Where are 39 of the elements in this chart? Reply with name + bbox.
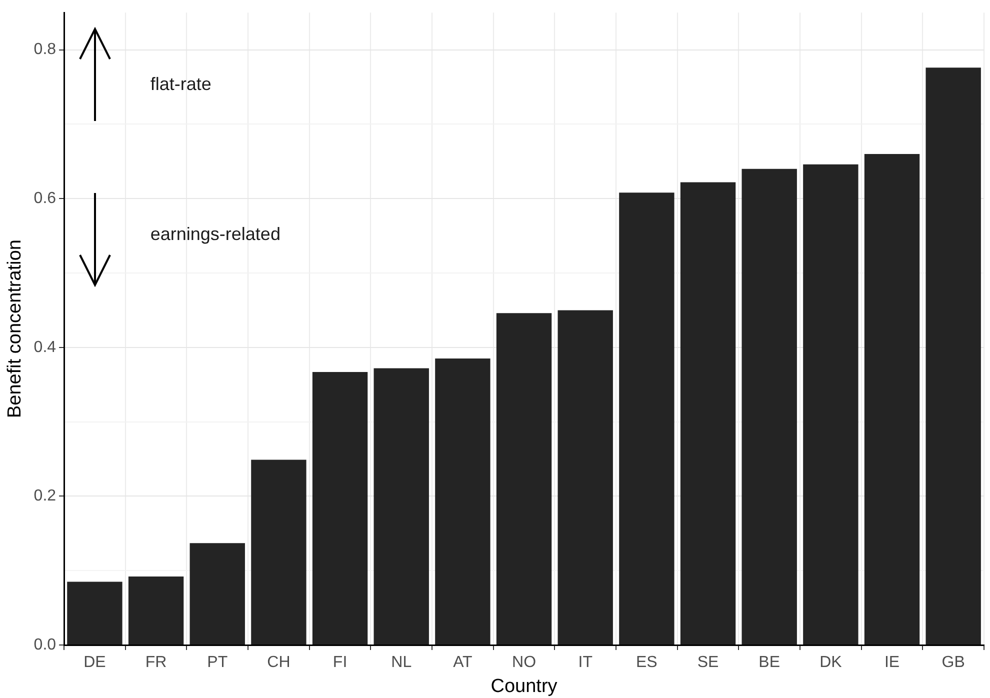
bar bbox=[619, 192, 674, 644]
y-axis-title: Benefit concentration bbox=[4, 240, 26, 418]
bar bbox=[558, 310, 613, 644]
bar bbox=[251, 460, 306, 644]
bar bbox=[435, 358, 490, 644]
bar bbox=[742, 168, 797, 644]
annotation: flat-rate bbox=[150, 74, 212, 94]
x-tick-label: BE bbox=[758, 654, 780, 672]
x-tick-label: AT bbox=[453, 654, 473, 672]
y-tick-label: 0.2 bbox=[34, 488, 56, 505]
bar bbox=[680, 182, 736, 644]
y-tick-label: 0.4 bbox=[34, 338, 56, 356]
bar bbox=[128, 576, 184, 644]
bar bbox=[190, 543, 245, 644]
annotation: earnings-related bbox=[150, 224, 280, 244]
y-tick-label: 0.0 bbox=[34, 636, 56, 654]
y-tick-label: 0.6 bbox=[34, 190, 56, 208]
x-axis-title: Country bbox=[490, 676, 558, 697]
x-tick-label: GB bbox=[942, 654, 965, 672]
x-tick-label: IT bbox=[578, 654, 593, 672]
bar bbox=[374, 368, 429, 644]
x-tick-label: FI bbox=[332, 654, 348, 672]
x-tick-label: CH bbox=[267, 654, 290, 672]
x-tick-label: DK bbox=[820, 654, 842, 672]
bar bbox=[67, 582, 122, 644]
x-tick-label: FR bbox=[145, 654, 167, 672]
bar bbox=[496, 313, 552, 644]
x-tick-label: DE bbox=[84, 654, 106, 672]
x-tick-label: SE bbox=[697, 654, 719, 672]
x-tick-label: ES bbox=[636, 654, 658, 672]
bar bbox=[926, 68, 981, 644]
bar bbox=[803, 164, 858, 644]
y-tick-label: 0.8 bbox=[34, 41, 56, 58]
bar bbox=[864, 154, 920, 644]
x-tick-label: PT bbox=[207, 654, 228, 672]
x-tick-label: NO bbox=[512, 654, 536, 672]
bar bbox=[312, 372, 368, 644]
x-tick-label: IE bbox=[884, 654, 900, 672]
x-tick-label: NL bbox=[391, 654, 412, 672]
